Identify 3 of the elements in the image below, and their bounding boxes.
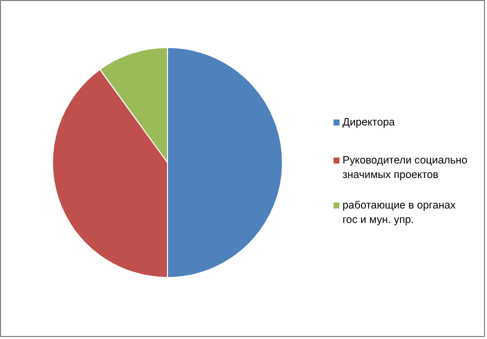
legend-label: Директора: [342, 116, 395, 128]
legend-label: работающие в органах гос и мун. упр.: [342, 200, 456, 226]
legend-label: Руководители социально значимых проектов: [342, 154, 468, 181]
